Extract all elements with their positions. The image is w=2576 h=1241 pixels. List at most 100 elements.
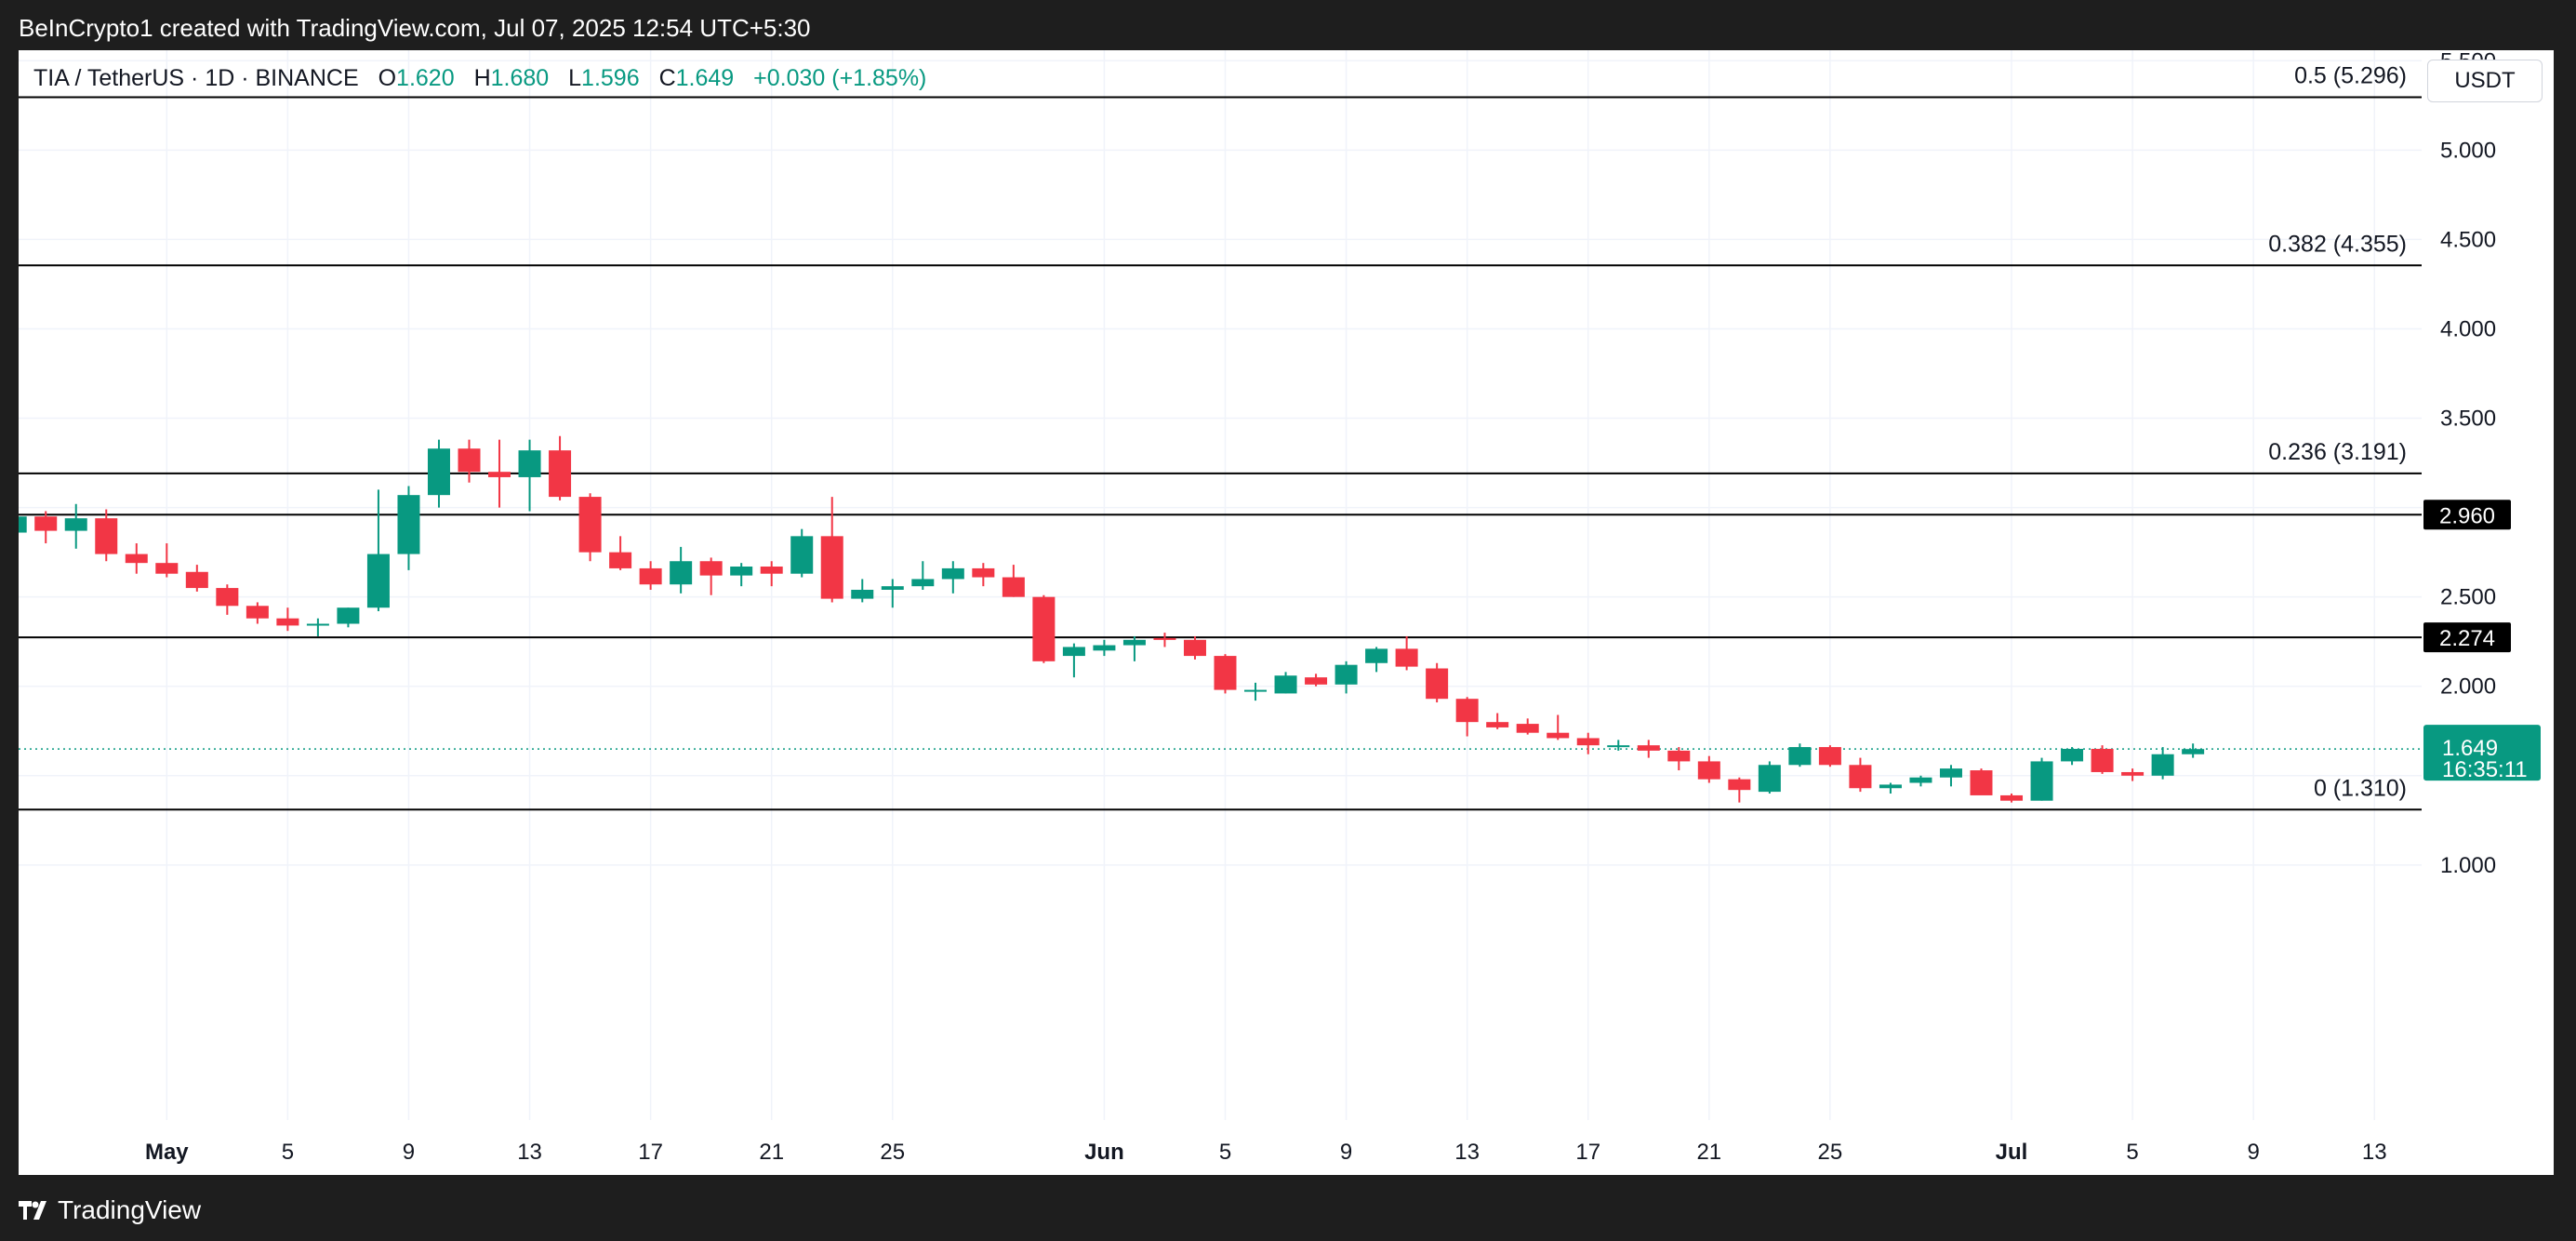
candle-body[interactable] [1334,664,1358,685]
candle-body[interactable] [578,497,602,553]
candle-body[interactable] [911,579,935,587]
candle-body[interactable] [2030,761,2053,801]
price-chart[interactable]: 1.0002.0002.5003.5004.0004.5005.0005.500… [19,50,2554,1175]
candle-body[interactable] [155,563,179,574]
candle-body[interactable] [2091,748,2114,772]
candle-body[interactable] [1093,645,1116,651]
candle-body[interactable] [125,554,148,564]
x-tick-label: 9 [1340,1140,1352,1165]
candle-body[interactable] [1879,784,1902,789]
candle-body[interactable] [1516,724,1539,733]
candle-body[interactable] [397,495,420,554]
candle-body[interactable] [1607,745,1630,748]
candle-body[interactable] [1970,770,1993,795]
candle-body[interactable] [1486,722,1509,727]
chart-panel[interactable]: 1.0002.0002.5003.5004.0004.5005.0005.500… [19,50,2554,1175]
candle-body[interactable] [64,518,87,531]
top-bar: BeInCrypto1 created with TradingView.com… [0,0,2576,50]
candle-body[interactable] [699,561,723,576]
candle-body[interactable] [549,450,572,498]
close-key: C [658,65,676,91]
candle-body[interactable] [34,516,58,531]
candle-body[interactable] [95,518,118,554]
candle-body[interactable] [306,623,329,626]
candle-body[interactable] [1395,648,1418,667]
x-tick-label: 5 [1219,1140,1231,1165]
tradingview-logo[interactable]: TradingView [19,1195,201,1225]
candle-body[interactable] [1576,738,1600,746]
x-tick-label: 9 [2248,1140,2260,1165]
candle-body[interactable] [1849,765,1872,789]
fib-label: 0.382 (4.355) [2268,231,2407,257]
candle-body[interactable] [518,450,541,477]
symbol-name[interactable]: TIA / TetherUS · 1D · BINANCE [33,65,359,91]
candle-body[interactable] [1244,689,1268,692]
candle-body[interactable] [972,567,995,578]
x-tick-label: 13 [1454,1140,1480,1165]
x-tick-label: May [145,1140,189,1165]
candle-body[interactable] [1939,768,1962,778]
candle-body[interactable] [2121,771,2144,776]
candle-body[interactable] [1728,779,1751,791]
candle-body[interactable] [760,567,783,574]
candle-body[interactable] [246,606,269,619]
candle-body[interactable] [851,589,874,599]
candle-body[interactable] [1305,677,1328,685]
candle-body[interactable] [1818,747,1841,766]
candle-body[interactable] [881,586,904,590]
candle-body[interactable] [427,448,450,496]
candle-body[interactable] [1758,765,1781,793]
open-key: O [378,65,397,91]
candle-body[interactable] [2182,749,2205,754]
candle-body[interactable] [1183,639,1206,657]
candle-body[interactable] [1365,648,1388,663]
candle-body[interactable] [670,561,693,585]
candle-body[interactable] [366,554,390,608]
candle-body[interactable] [458,448,481,473]
candle-body[interactable] [2000,794,2024,801]
low-value: 1.596 [581,65,640,91]
high-value: 1.680 [490,65,550,91]
candle-body[interactable] [609,552,632,568]
candle-body[interactable] [19,516,27,533]
candle-body[interactable] [1455,699,1479,723]
candle-body[interactable] [1637,745,1660,751]
candle-body[interactable] [1547,732,1570,739]
candle-body[interactable] [1062,647,1085,657]
candle-body[interactable] [1274,675,1297,694]
candle-body[interactable] [1122,639,1146,646]
candle-body[interactable] [1032,596,1056,661]
y-tick-label: 2.500 [2440,585,2496,610]
chart-credit: BeInCrypto1 created with TradingView.com… [19,14,811,42]
candle-body[interactable] [185,571,208,589]
x-tick-label: 9 [403,1140,415,1165]
x-tick-label: Jul [1996,1140,2028,1165]
candle-body[interactable] [216,588,239,607]
currency-selector[interactable]: USDT [2427,60,2543,102]
y-tick-label: 3.500 [2440,407,2496,432]
candle-body[interactable] [2061,748,2084,762]
candle-body[interactable] [1153,637,1176,640]
y-tick-label: 4.000 [2440,316,2496,341]
candle-body[interactable] [1788,747,1812,766]
fib-label: 0.5 (5.296) [2294,62,2407,88]
candle-body[interactable] [337,607,360,624]
candle-body[interactable] [730,567,753,576]
candle-body[interactable] [1214,656,1237,690]
x-tick-label: 5 [2126,1140,2138,1165]
candle-body[interactable] [639,567,662,585]
candle-body[interactable] [488,472,511,477]
candle-body[interactable] [1697,761,1720,780]
candle-body[interactable] [1909,777,1932,783]
y-tick-label: 5.000 [2440,138,2496,163]
candle-body[interactable] [1002,577,1025,597]
candle-body[interactable] [276,618,299,626]
candle-body[interactable] [790,536,814,574]
candle-body[interactable] [2151,754,2174,776]
x-tick-label: 21 [759,1140,784,1165]
candle-body[interactable] [1667,750,1691,762]
candle-body[interactable] [941,567,964,580]
level-badge-label: 2.274 [2439,626,2495,651]
candle-body[interactable] [1426,668,1449,700]
candle-body[interactable] [820,536,843,599]
